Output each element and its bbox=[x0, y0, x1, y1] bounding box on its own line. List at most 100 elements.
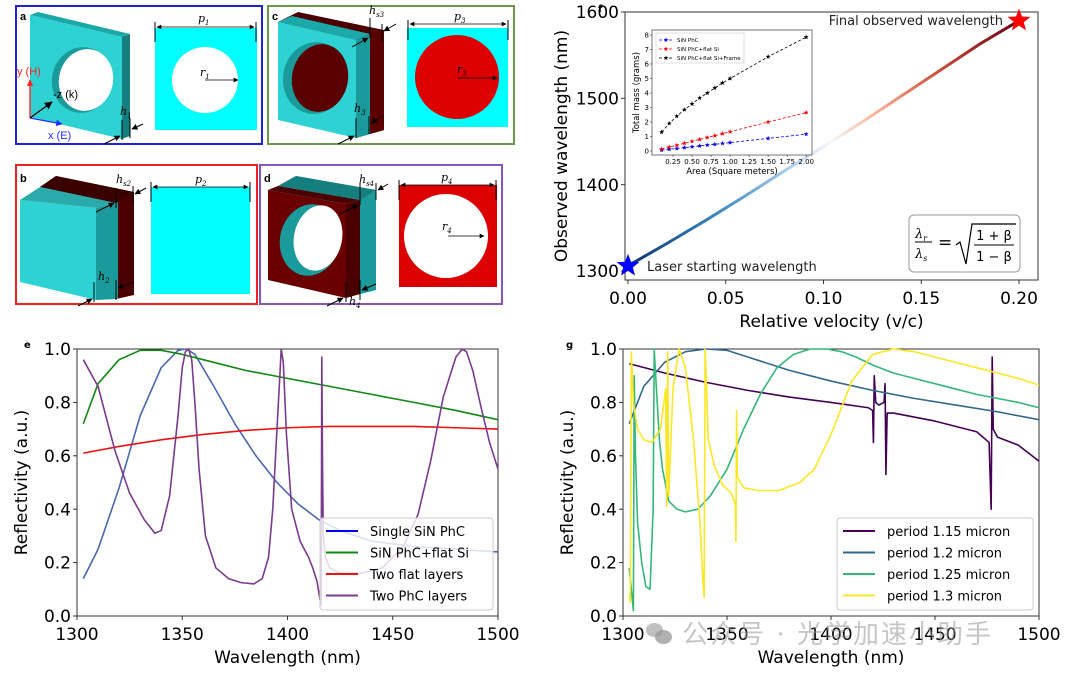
inset-point bbox=[720, 131, 725, 136]
legend-label: SiN PhC+flat Si bbox=[370, 547, 469, 562]
x-tick-label: 1300 bbox=[601, 625, 644, 645]
panel-d-border bbox=[259, 164, 503, 305]
axis-label-y: y (H) bbox=[17, 66, 41, 78]
x-tick-label: 1300 bbox=[55, 625, 98, 645]
inset-legend-label: SiN PhC bbox=[677, 38, 699, 44]
inset-y-tick-label: 2 bbox=[645, 119, 649, 127]
hs4-symbol: h bbox=[359, 173, 366, 186]
svg-text:r1: r1 bbox=[200, 66, 210, 81]
x-tick-label: 1500 bbox=[1017, 625, 1060, 645]
svg-text:r3: r3 bbox=[457, 63, 467, 78]
r4-sub: 4 bbox=[446, 227, 451, 235]
inset-y-tick-label: 1 bbox=[645, 133, 649, 141]
doppler-curve bbox=[627, 19, 1020, 268]
inset-point bbox=[689, 138, 695, 144]
legend bbox=[836, 517, 1034, 611]
r1-sub: 1 bbox=[205, 73, 209, 81]
slab-3d-c bbox=[278, 12, 384, 138]
y-tick-label: 1500 bbox=[576, 89, 619, 109]
x-tick-label: 0.05 bbox=[707, 289, 745, 309]
inset-point bbox=[681, 140, 687, 146]
p3-symbol: p bbox=[454, 10, 461, 23]
formula-sub-s: s bbox=[923, 254, 927, 263]
panel-c: c h3 hs3 r3 bbox=[267, 4, 515, 145]
svg-text:p1: p1 bbox=[198, 12, 210, 27]
legend-label: Two flat layers bbox=[369, 568, 464, 583]
inset-point bbox=[727, 139, 733, 145]
hs2-symbol: h bbox=[116, 173, 123, 186]
inset-y-tick-label: 4 bbox=[645, 90, 650, 98]
hs4-sub: s4 bbox=[366, 180, 374, 188]
hs3-symbol: h bbox=[369, 4, 376, 17]
svg-text:h2: h2 bbox=[98, 270, 110, 285]
h4-sub: 4 bbox=[355, 302, 360, 310]
inset-point bbox=[659, 147, 665, 153]
inset-point bbox=[704, 90, 710, 96]
dim-h3-hs3: h3 hs3 bbox=[337, 4, 397, 145]
x-tick-label: 1350 bbox=[161, 625, 204, 645]
inset-x-tick-label: 1.25 bbox=[741, 158, 757, 166]
inset-point bbox=[681, 145, 687, 150]
svg-text:h3: h3 bbox=[354, 102, 366, 117]
x-axis-label: Relative velocity (v/c) bbox=[739, 312, 923, 332]
plot-frame bbox=[624, 11, 1039, 281]
inset-point bbox=[674, 145, 680, 151]
inset-point bbox=[712, 141, 718, 147]
inset-frame bbox=[651, 29, 813, 156]
inset-x-tick-label: 0.50 bbox=[684, 158, 700, 166]
panel-a-border bbox=[15, 5, 263, 145]
legend-label: period 1.3 micron bbox=[887, 590, 1002, 605]
svg-text:h4: h4 bbox=[349, 295, 361, 310]
legend-label: Single SiN PhC bbox=[370, 525, 465, 540]
inset-y-tick-label: 0 bbox=[645, 148, 649, 156]
inset-series-line bbox=[661, 36, 807, 133]
y-tick-label: 1300 bbox=[576, 262, 619, 282]
panel-b: b h2 hs2 p2 bbox=[15, 164, 258, 307]
formula-lhs-den: λs bbox=[914, 247, 927, 263]
series-line-4 bbox=[82, 348, 498, 607]
formula-sqrt bbox=[955, 223, 1016, 265]
inset-point bbox=[712, 133, 718, 138]
svg-text:hs4: hs4 bbox=[359, 173, 374, 188]
inset-point bbox=[674, 113, 680, 119]
y-tick-label: 0.2 bbox=[590, 554, 617, 574]
y-tick-label: 0.4 bbox=[44, 500, 71, 520]
inset-legend-marker bbox=[663, 55, 669, 61]
x-tick-label: 0.10 bbox=[805, 289, 843, 309]
inset-y-tick-label: 8 bbox=[645, 32, 649, 40]
panel-label-b: b bbox=[20, 173, 27, 185]
svg-text:p4: p4 bbox=[441, 171, 453, 186]
panel-label-e: e bbox=[24, 340, 31, 351]
p4-symbol: p bbox=[441, 171, 448, 184]
panel-label-c: c bbox=[272, 11, 278, 23]
inset-legend bbox=[655, 32, 745, 64]
y-tick-label: 0.0 bbox=[44, 607, 71, 627]
p1-symbol: p bbox=[198, 12, 205, 25]
formula-rhs-num: 1 + β bbox=[976, 229, 1012, 244]
y-axis-label: Reflectivity (a.u.) bbox=[12, 410, 32, 556]
wechat-icon bbox=[646, 623, 672, 645]
x-tick-label: 1500 bbox=[476, 625, 519, 645]
series-line-3 bbox=[628, 348, 1039, 612]
inset-point bbox=[659, 129, 665, 135]
y-tick-label: 0.6 bbox=[44, 447, 71, 467]
axis-label-x: x (E) bbox=[48, 130, 71, 142]
svg-text:h1: h1 bbox=[120, 105, 132, 120]
r1-symbol: r bbox=[200, 66, 206, 79]
x-tick-label: 0.15 bbox=[902, 289, 940, 309]
legend-label: Two PhC layers bbox=[369, 590, 467, 605]
inset-point bbox=[712, 85, 718, 91]
panel-label-d: d bbox=[264, 173, 271, 185]
inset-point bbox=[666, 144, 672, 150]
inset-legend-label: SiN PhC+flat Si+Frame bbox=[677, 56, 741, 62]
end-star-marker bbox=[1007, 8, 1031, 31]
y-axis-label: Observed wavelength (nm) bbox=[552, 30, 572, 262]
inset-legend-marker bbox=[663, 37, 669, 43]
axis-label-z: -z (k) bbox=[53, 89, 78, 101]
dim-h4-hs4: h4 hs4 bbox=[326, 173, 389, 310]
panel-label-a: a bbox=[20, 11, 27, 23]
inset-x-axis-label: Area (Square meters) bbox=[686, 167, 778, 177]
hs2-sub: s2 bbox=[123, 180, 132, 188]
p3-sub: 3 bbox=[461, 17, 466, 25]
